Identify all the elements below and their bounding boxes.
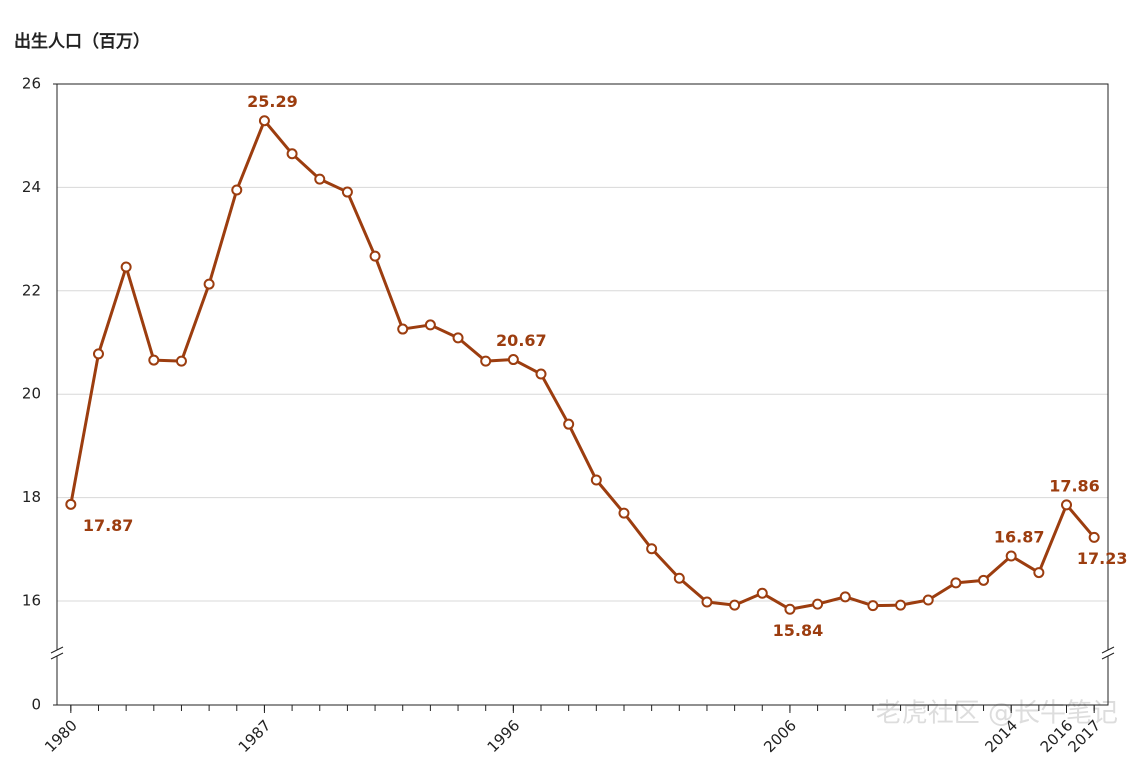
point bbox=[341, 186, 353, 198]
point bbox=[314, 173, 326, 185]
data-label: 25.29 bbox=[247, 92, 298, 111]
point bbox=[92, 348, 104, 360]
x-tick-label: 1996 bbox=[484, 716, 524, 756]
point bbox=[65, 498, 77, 510]
point bbox=[397, 323, 409, 335]
axis-break-gap bbox=[1102, 650, 1114, 656]
axis-break bbox=[50, 646, 64, 654]
y-tick-label: 22 bbox=[22, 281, 41, 299]
x-tick-label: 1987 bbox=[235, 716, 275, 756]
axis-break bbox=[1101, 652, 1115, 660]
point bbox=[203, 278, 215, 290]
x-tick-label: 2006 bbox=[760, 716, 800, 756]
axis-break bbox=[50, 652, 64, 660]
x-tick-label: 1980 bbox=[41, 716, 81, 756]
y-tick-label: 0 bbox=[31, 696, 41, 714]
point bbox=[535, 368, 547, 380]
point bbox=[1061, 499, 1073, 511]
data-label: 15.84 bbox=[773, 621, 824, 640]
point bbox=[369, 250, 381, 262]
y-tick-label: 16 bbox=[22, 592, 41, 610]
axis-break-gap bbox=[51, 650, 63, 656]
point bbox=[480, 355, 492, 367]
point bbox=[120, 261, 132, 273]
axis-break bbox=[1101, 646, 1115, 654]
point bbox=[812, 598, 824, 610]
point bbox=[978, 574, 990, 586]
plot-frame bbox=[56, 83, 1109, 706]
point bbox=[618, 507, 630, 519]
point bbox=[424, 319, 436, 331]
watermark: 老虎社区 @长牛笔记 bbox=[876, 699, 1118, 729]
data-label: 17.23 bbox=[1077, 549, 1128, 568]
y-tick-label: 24 bbox=[22, 178, 41, 196]
line bbox=[69, 119, 1096, 611]
point bbox=[231, 184, 243, 196]
point bbox=[1033, 567, 1045, 579]
point bbox=[839, 591, 851, 603]
point bbox=[646, 543, 658, 555]
point bbox=[701, 596, 713, 608]
point bbox=[784, 603, 796, 615]
point bbox=[1088, 531, 1100, 543]
point bbox=[756, 587, 768, 599]
point bbox=[286, 148, 298, 160]
point bbox=[922, 594, 934, 606]
y-tick-label: 20 bbox=[22, 385, 41, 403]
point bbox=[175, 355, 187, 367]
data-label: 20.67 bbox=[496, 331, 547, 350]
point bbox=[148, 354, 160, 366]
point bbox=[895, 599, 907, 611]
data-label: 17.86 bbox=[1049, 476, 1100, 495]
point bbox=[867, 600, 879, 612]
y-tick-label: 18 bbox=[22, 488, 41, 506]
point bbox=[729, 599, 741, 611]
point bbox=[950, 577, 962, 589]
chart-title: 出生人口（百万） bbox=[14, 31, 150, 52]
data-label: 17.87 bbox=[83, 516, 134, 535]
point bbox=[590, 474, 602, 486]
point bbox=[258, 115, 270, 127]
data-label: 16.87 bbox=[994, 528, 1045, 547]
point bbox=[507, 354, 519, 366]
point bbox=[1005, 550, 1017, 562]
point bbox=[673, 572, 685, 584]
point bbox=[452, 332, 464, 344]
point bbox=[563, 418, 575, 430]
y-tick-label: 26 bbox=[22, 75, 41, 93]
